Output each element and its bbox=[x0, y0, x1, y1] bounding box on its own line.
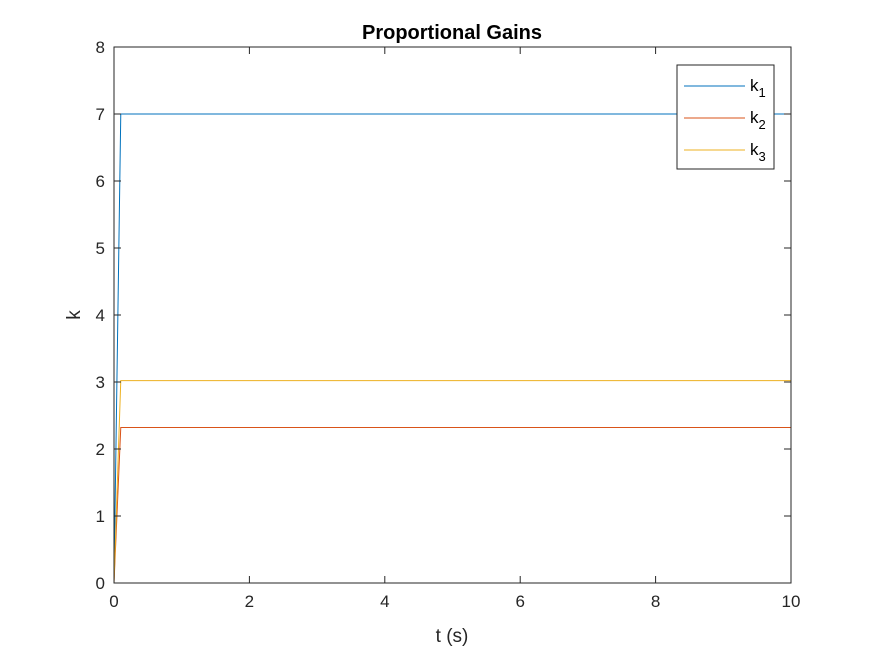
legend: k1 k2 k3 bbox=[676, 64, 775, 170]
y-tick-label: 5 bbox=[96, 239, 105, 258]
chart-title: Proportional Gains bbox=[362, 22, 542, 44]
legend-label: k2 bbox=[750, 108, 766, 132]
y-tick-label: 7 bbox=[96, 105, 105, 124]
series-line-k2 bbox=[113, 427, 791, 584]
x-tick-label: 10 bbox=[782, 592, 801, 611]
legend-label-subscript: 1 bbox=[759, 85, 766, 100]
y-tick-label: 6 bbox=[96, 172, 105, 191]
y-tick-label: 1 bbox=[96, 507, 105, 526]
legend-label: k3 bbox=[750, 140, 766, 164]
y-tick-label: 8 bbox=[96, 38, 105, 57]
x-axis-label: t (s) bbox=[436, 626, 469, 647]
y-tick-label: 3 bbox=[96, 373, 105, 392]
x-tick-label: 4 bbox=[380, 592, 389, 611]
x-tick-label: 6 bbox=[515, 592, 524, 611]
y-axis-label: k bbox=[64, 310, 85, 320]
legend-label-subscript: 2 bbox=[759, 117, 766, 132]
x-tick-label: 8 bbox=[651, 592, 660, 611]
x-tick-label: 2 bbox=[245, 592, 254, 611]
y-tick-label: 2 bbox=[96, 440, 105, 459]
tick-layer: 0 2 4 6 8 10 0 1 2 3 4 5 6 7 8 bbox=[96, 38, 801, 611]
x-tick-label: 0 bbox=[109, 592, 118, 611]
legend-label: k1 bbox=[750, 76, 766, 100]
legend-label-subscript: 3 bbox=[759, 149, 766, 164]
legend-box bbox=[676, 64, 775, 170]
y-tick-label: 4 bbox=[96, 306, 105, 325]
y-tick-label: 0 bbox=[96, 574, 105, 593]
